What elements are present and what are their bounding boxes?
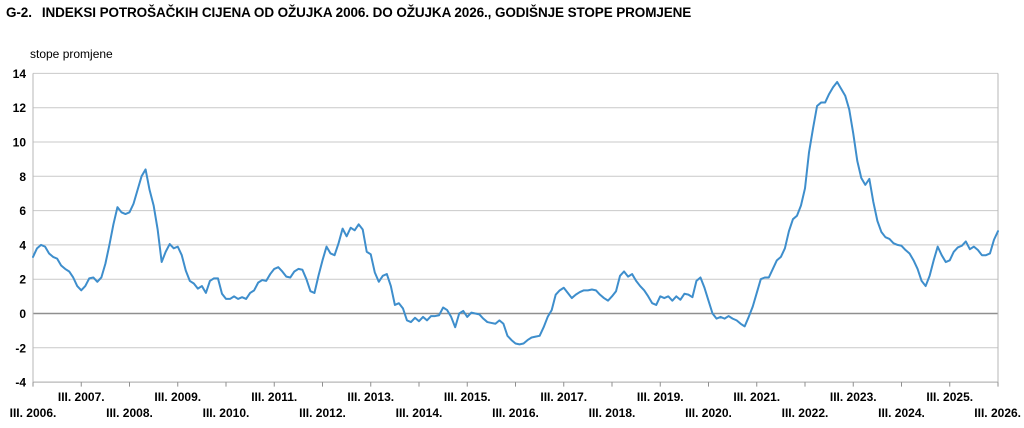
y-tick-label: 2 xyxy=(19,273,26,287)
y-tick-label: 8 xyxy=(19,170,26,184)
y-tick-label: 10 xyxy=(13,136,27,150)
x-tick-label: III. 2015. xyxy=(444,390,491,404)
x-tick-label: III. 2010. xyxy=(203,406,250,420)
page-title: G-2. INDEKSI POTROŠAČKIH CIJENA OD OŽUJKA… xyxy=(6,5,1016,20)
x-tick-label: III. 2020. xyxy=(685,406,732,420)
x-tick-label: III. 2019. xyxy=(637,390,684,404)
x-tick-label: III. 2014. xyxy=(396,406,443,420)
y-tick-label: 12 xyxy=(13,101,27,115)
figure-code: G-2. xyxy=(6,5,32,20)
cpi-series-line xyxy=(32,80,999,346)
x-tick-label: III. 2026. xyxy=(974,406,1021,420)
x-tick-label: III. 2018. xyxy=(589,406,636,420)
x-tick-label: III. 2006. xyxy=(10,406,57,420)
x-tick-label: III. 2012. xyxy=(299,406,346,420)
x-tick-label: III. 2017. xyxy=(540,390,587,404)
y-axis-title: stope promjene xyxy=(30,47,113,61)
x-tick-label: III. 2007. xyxy=(58,390,105,404)
y-tick-label: 0 xyxy=(19,307,26,321)
x-tick-label: III. 2008. xyxy=(106,406,153,420)
y-axis-tick-labels: 14 12 10 8 6 4 2 0 -2 -4 xyxy=(13,67,27,390)
x-axis-ticks xyxy=(32,382,999,387)
x-axis-tick-labels: III. 2006.III. 2007.III. 2008.III. 2009.… xyxy=(10,390,1021,420)
x-tick-label: III. 2021. xyxy=(733,390,780,404)
x-tick-label: III. 2022. xyxy=(782,406,829,420)
y-tick-label: 4 xyxy=(19,238,26,252)
plot-frame xyxy=(32,73,999,383)
x-tick-label: III. 2009. xyxy=(154,390,201,404)
gridlines xyxy=(33,72,998,349)
figure-title-text: INDEKSI POTROŠAČKIH CIJENA OD OŽUJKA 200… xyxy=(41,5,692,20)
x-tick-label: III. 2025. xyxy=(926,390,973,404)
x-tick-label: III. 2023. xyxy=(830,390,877,404)
x-tick-label: III. 2013. xyxy=(347,390,394,404)
x-tick-label: III. 2011. xyxy=(251,390,297,404)
y-tick-label: 6 xyxy=(19,204,26,218)
y-tick-label: -4 xyxy=(15,376,26,390)
x-tick-label: III. 2024. xyxy=(878,406,925,420)
x-tick-label: III. 2016. xyxy=(492,406,539,420)
y-tick-label: 14 xyxy=(13,67,27,81)
y-tick-label: -2 xyxy=(15,341,26,355)
